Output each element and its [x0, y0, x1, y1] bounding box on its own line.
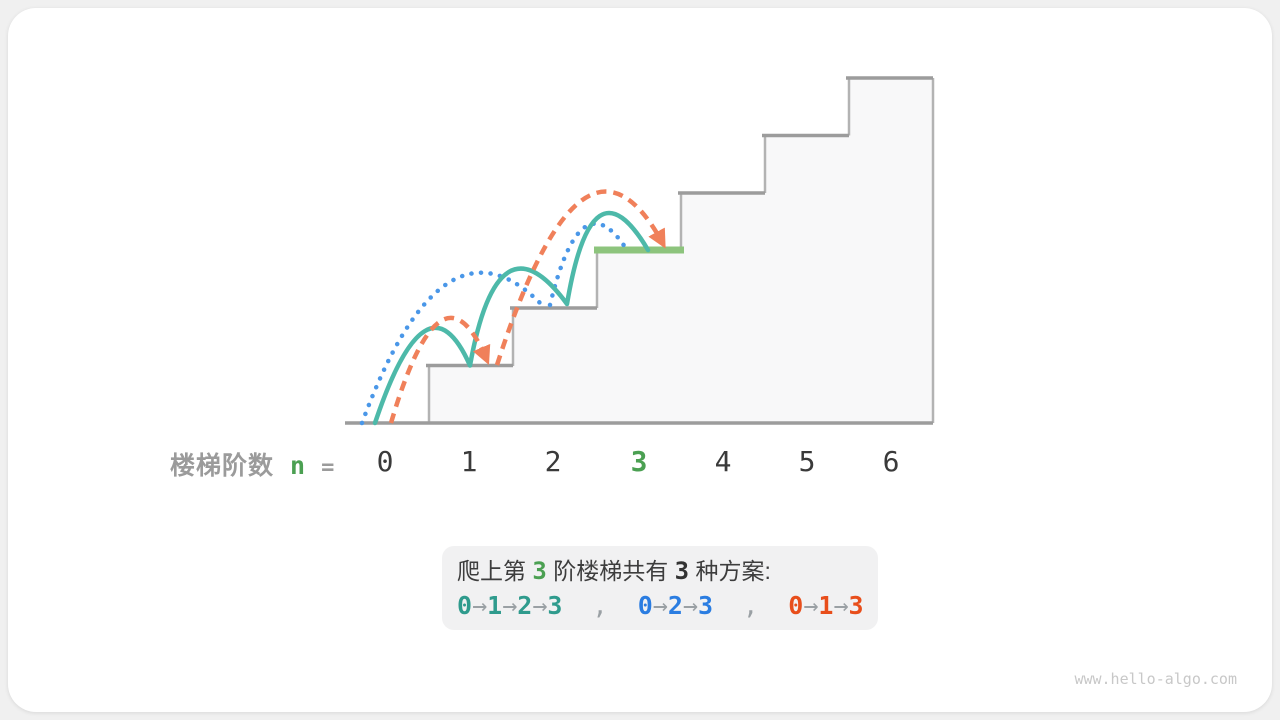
watermark: www.hello-algo.com	[1074, 670, 1237, 688]
path-arc-0-1-2-3	[372, 210, 651, 426]
caption-segment: 0	[457, 591, 473, 620]
axis-tick-3: 3	[630, 445, 648, 478]
caption-segment: 1	[818, 591, 834, 620]
path-arc-0-2-3	[359, 221, 628, 426]
caption-box: 爬上第 3 阶楼梯共有 3 种方案: 0→1→2→3 , 0→2→3 , 0→1…	[442, 546, 878, 630]
caption-segment: →	[652, 591, 668, 620]
axis-variable-n: n	[290, 451, 306, 480]
caption-segment: 3	[848, 591, 864, 620]
axis-label: 楼梯阶数 n =	[170, 446, 334, 482]
caption-segment: 爬上第	[457, 558, 533, 584]
axis-tick-6: 6	[882, 445, 900, 478]
caption-segment: →	[682, 591, 698, 620]
caption-segment: 2	[667, 591, 683, 620]
caption-segment: ,	[562, 591, 638, 620]
axis-tick-5: 5	[798, 445, 816, 478]
staircase-risers	[427, 76, 935, 424]
caption-segment: 1	[487, 591, 503, 620]
caption-line-2: 0→1→2→3 , 0→2→3 , 0→1→3	[457, 589, 878, 627]
caption-segment: 种方案:	[689, 558, 771, 584]
caption-segment: ,	[713, 591, 789, 620]
axis-tick-0: 0	[376, 445, 394, 478]
axis-tick-1: 1	[460, 445, 478, 478]
axis-equals-sign: =	[321, 455, 335, 480]
caption-segment: →	[502, 591, 518, 620]
caption-segment: 0	[637, 591, 653, 620]
caption-segment: →	[472, 591, 488, 620]
caption-segment: 3	[674, 557, 690, 585]
caption-segment: →	[833, 591, 849, 620]
axis-label-text: 楼梯阶数	[170, 452, 275, 480]
caption-segment: 2	[517, 591, 533, 620]
caption-segment: 3	[547, 591, 563, 620]
axis-tick-4: 4	[714, 445, 732, 478]
path-arc-0-1	[388, 315, 491, 424]
caption-segment: →	[803, 591, 819, 620]
caption-segment: 阶楼梯共有	[546, 558, 675, 584]
caption-line-1: 爬上第 3 阶楼梯共有 3 种方案:	[457, 555, 878, 587]
caption-segment: 3	[532, 557, 547, 585]
caption-segment: →	[532, 591, 548, 620]
axis-tick-2: 2	[544, 445, 562, 478]
caption-segment: 0	[788, 591, 804, 620]
caption-segment: 3	[697, 591, 714, 620]
